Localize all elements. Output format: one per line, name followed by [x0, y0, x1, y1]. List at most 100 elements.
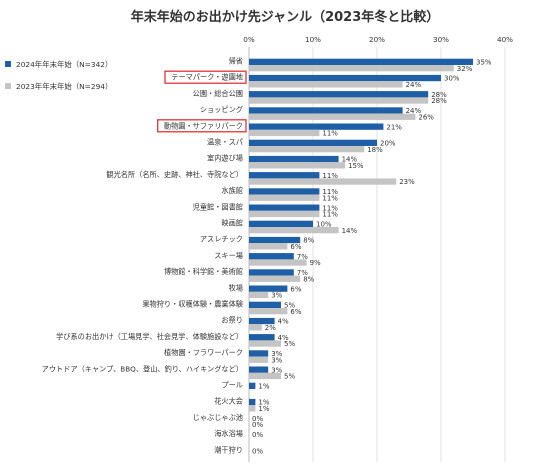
x-axis-ticks: 0% 10% 20% 30% 40%	[243, 35, 513, 44]
category-label: アスレチック	[200, 235, 243, 244]
value-label-2024: 20%	[380, 140, 396, 148]
category-label: スキー場	[214, 251, 243, 260]
value-label-2024: 0%	[252, 431, 263, 439]
value-label-2023: 5%	[284, 340, 295, 348]
category-label: 帰省	[229, 57, 243, 66]
bar-2023	[249, 162, 345, 169]
category-label: 室内遊び場	[207, 154, 243, 163]
bar-2024	[249, 366, 269, 373]
category-label: 観光名所（名所、史跡、神社、寺院など）	[106, 170, 243, 179]
bar-2023	[249, 405, 256, 412]
category-label: じゃぶじゃぶ池	[193, 413, 243, 422]
value-label-2023: 15%	[348, 162, 364, 170]
category-label: 植物園・フラワーパーク	[164, 348, 243, 357]
value-label-2024: 5%	[284, 302, 295, 310]
highlight-box	[164, 70, 247, 84]
legend-swatch-2023	[5, 83, 11, 89]
category-label: 海水浴場	[214, 429, 243, 438]
bar-2023	[249, 340, 281, 347]
legend-label-2024: 2024年年末年始（N=342）	[16, 60, 112, 69]
value-label-2024: 11%	[322, 204, 338, 212]
bar-2023	[249, 129, 320, 137]
bar-2024	[249, 74, 441, 82]
category-labels: 帰省テーマパーク・遊園地公園・総合公園ショッピング動物園・サファリパーク温泉・ス…	[42, 57, 244, 455]
category-label: 果物狩り・収穫体験・農業体験	[142, 300, 243, 309]
legend: 2024年年末年始（N=342） 2023年年末年始（N=294）	[5, 60, 112, 91]
bar-2023	[249, 308, 288, 315]
category-label: ショッピング	[200, 105, 243, 114]
value-label-2023: 9%	[310, 259, 321, 267]
legend-label-2023: 2023年年末年始（N=294）	[16, 82, 112, 91]
bar-2023	[249, 324, 262, 331]
value-label-2024: 4%	[278, 318, 289, 326]
bar-2024	[249, 123, 384, 130]
bar-2023	[249, 356, 269, 363]
value-label-2024: 24%	[406, 107, 422, 115]
value-label-2023: 6%	[290, 243, 301, 251]
bar-2024	[249, 236, 301, 244]
bar-2023	[249, 227, 339, 234]
bar-2024	[249, 91, 429, 98]
value-label-2024: 3%	[271, 366, 282, 374]
value-label-2023: 6%	[290, 308, 301, 316]
value-label-2023: 5%	[284, 373, 295, 381]
highlight-box	[157, 119, 247, 133]
value-label-2024: 3%	[271, 350, 282, 358]
bar-2023	[249, 259, 307, 266]
bar-2024	[249, 350, 269, 357]
value-label-2023: 11%	[322, 130, 338, 138]
bar-2023	[249, 194, 320, 201]
bar-2024	[249, 301, 281, 308]
category-label: 学び系のお出かけ（工場見学、社会見学、体験施設など）	[56, 332, 243, 341]
bar-2024	[249, 139, 377, 146]
bars	[249, 58, 473, 412]
category-label: 水族館	[221, 186, 243, 195]
chart-title: 年末年始のお出かけ先ジャンル（2023年冬と比較）	[131, 9, 440, 25]
value-label-2024: 21%	[386, 123, 402, 131]
category-label: 潮干狩り	[214, 445, 243, 454]
bar-2023	[249, 113, 416, 120]
value-label-2024: 11%	[322, 172, 338, 180]
value-label-2023: 28%	[431, 97, 447, 105]
category-label: 温泉・スパ	[207, 138, 243, 147]
value-label-2023: 0%	[252, 421, 263, 429]
x-tick-label: 30%	[433, 35, 449, 44]
value-label-2024: 1%	[258, 383, 269, 391]
value-label-2023: 32%	[457, 65, 473, 73]
value-label-2024: 28%	[431, 91, 447, 99]
value-label-2024: 4%	[278, 334, 289, 342]
bar-2023	[249, 291, 269, 299]
bar-2024	[249, 285, 288, 292]
value-label-2023: 14%	[342, 227, 358, 235]
value-label-2024: 6%	[290, 285, 301, 293]
bar-2024	[249, 188, 320, 195]
value-label-2023: 23%	[399, 178, 415, 186]
bar-2024	[249, 155, 339, 163]
x-tick-label: 0%	[243, 35, 255, 44]
category-label: 公園・総合公園	[193, 89, 243, 98]
value-label-2023: 18%	[367, 146, 383, 154]
value-label-2024: 14%	[342, 156, 358, 164]
value-label-2023: 2%	[265, 324, 276, 332]
bar-2023	[249, 210, 320, 218]
category-label: 映画館	[221, 219, 243, 228]
bar-2024	[249, 398, 256, 406]
legend-swatch-2024	[5, 61, 11, 67]
bar-2023	[249, 372, 281, 380]
value-label-2024: 7%	[297, 269, 308, 277]
value-label-2024: 35%	[476, 59, 492, 67]
bar-2023	[249, 97, 429, 104]
value-labels: 35%32%30%24%28%28%24%26%21%11%20%18%14%1…	[252, 59, 492, 456]
bar-2024	[249, 220, 313, 227]
x-tick-label: 20%	[369, 35, 385, 44]
value-label-2024: 1%	[258, 399, 269, 407]
value-label-2024: 30%	[444, 75, 460, 83]
value-label-2023: 1%	[258, 405, 269, 413]
value-label-2023: 11%	[322, 194, 338, 202]
bar-2024	[249, 269, 294, 276]
highlight-boxes	[157, 70, 247, 133]
category-label: 動物園・サファリパーク	[164, 121, 243, 130]
bar-2024	[249, 382, 256, 389]
value-label-2024: 11%	[322, 188, 338, 196]
